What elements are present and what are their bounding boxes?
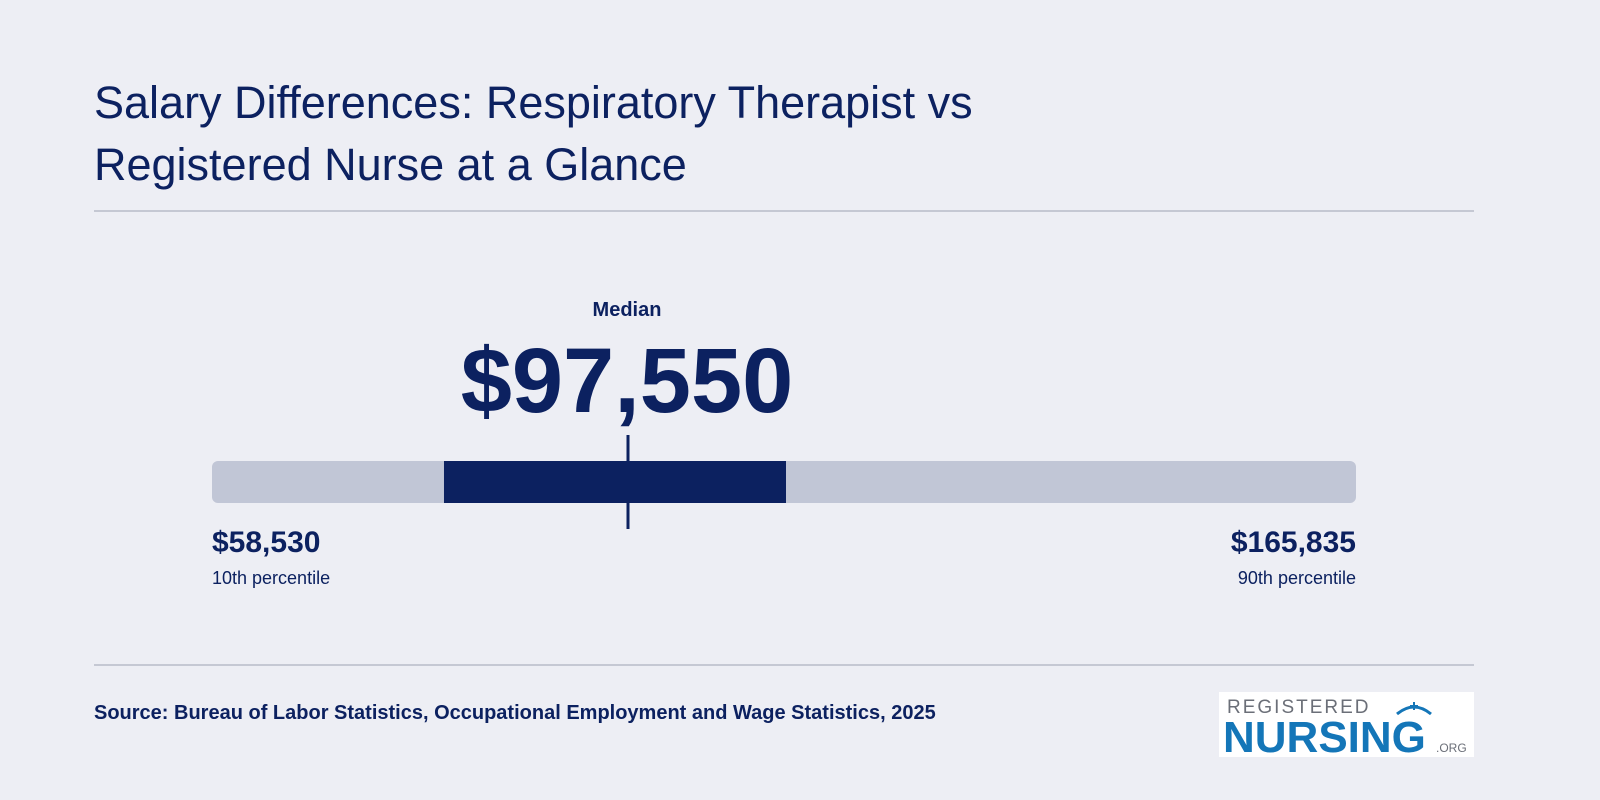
- low-value: $58,530: [212, 526, 320, 559]
- logo-graphic: REGISTERED NURSING .ORG: [1223, 697, 1467, 762]
- title: Salary Differences: Respiratory Therapis…: [94, 77, 973, 190]
- logo-top: REGISTERED: [1227, 697, 1371, 718]
- divider: [94, 210, 1474, 212]
- high-value: $165,835: [1231, 526, 1356, 559]
- median-value: $97,550: [461, 330, 794, 432]
- chart: Median $97,550 $58,530 10th percentile $…: [212, 299, 1356, 588]
- source: Source: Bureau of Labor Statistics, Occu…: [94, 702, 936, 724]
- logo-suffix: .ORG: [1436, 741, 1467, 755]
- logo: REGISTERED NURSING .ORG: [1219, 692, 1474, 762]
- divider: [94, 664, 1474, 666]
- range-box: [443, 461, 786, 503]
- logo-main: NURSING: [1223, 713, 1426, 757]
- median-title: Median: [593, 299, 662, 321]
- logo-cross: [1410, 702, 1418, 710]
- low-caption: 10th percentile: [212, 568, 330, 588]
- high-caption: 90th percentile: [1238, 568, 1356, 588]
